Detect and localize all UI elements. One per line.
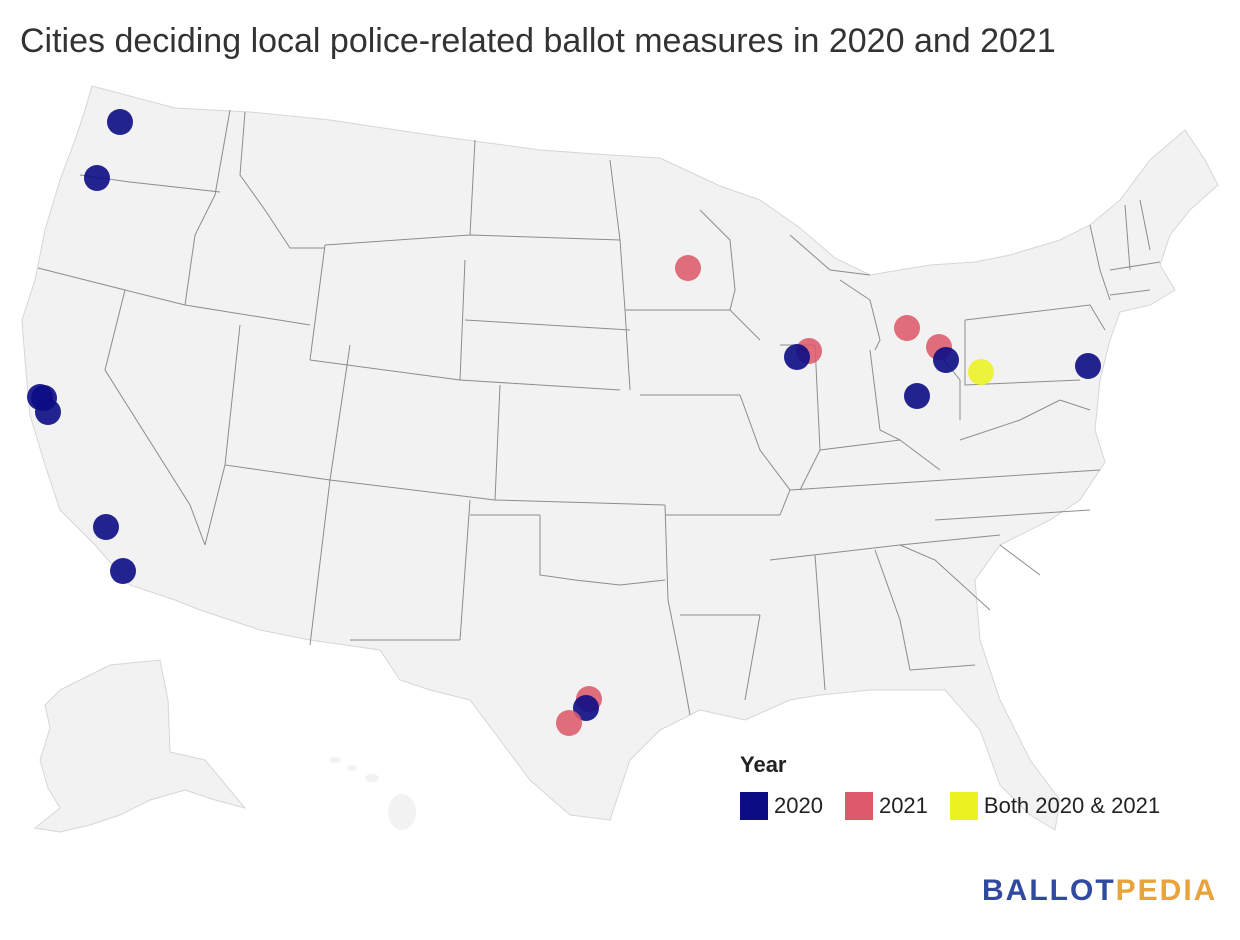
marker-mi-2021[interactable] xyxy=(894,315,920,341)
marker-ca-2020[interactable] xyxy=(93,514,119,540)
logo-part-ballot: BALLOT xyxy=(982,874,1116,907)
legend-swatch-both xyxy=(949,792,978,820)
marker-pa-both[interactable] xyxy=(968,359,994,385)
chart-title: Cities deciding local police-related bal… xyxy=(20,22,1056,60)
legend-items: 2020 2021 Both 2020 & 2021 xyxy=(740,792,1182,820)
hawaii-island xyxy=(347,765,357,771)
us-mainland-shape xyxy=(21,85,1219,831)
marker-tx-2021[interactable] xyxy=(556,710,582,736)
marker-pa-2020[interactable] xyxy=(1075,353,1101,379)
legend-item-2020: 2020 xyxy=(740,792,823,820)
legend-label-2021: 2021 xyxy=(878,793,928,818)
legend: Year 2020 2021 Both 2020 & 2021 xyxy=(740,752,1182,820)
land-layer xyxy=(21,85,1219,833)
marker-oh-2020[interactable] xyxy=(933,347,959,373)
marker-il-2020[interactable] xyxy=(784,344,810,370)
legend-item-2021: 2021 xyxy=(844,792,928,820)
marker-ca-2020[interactable] xyxy=(110,558,136,584)
marker-ca-2020[interactable] xyxy=(35,399,61,425)
state-borders xyxy=(37,109,1161,716)
legend-swatch-2020 xyxy=(740,792,768,820)
legend-swatch-2021 xyxy=(844,792,873,820)
ballotpedia-logo: BALLOTPEDIA xyxy=(982,874,1217,908)
marker-wa-2020[interactable] xyxy=(107,109,133,135)
hawaii-island xyxy=(329,757,341,763)
marker-tx-2020[interactable] xyxy=(573,695,599,721)
legend-label-2020: 2020 xyxy=(774,793,823,818)
legend-title: Year xyxy=(740,752,787,777)
marker-oh-2020[interactable] xyxy=(904,383,930,409)
markers-layer xyxy=(27,109,1101,736)
hawaii-island xyxy=(365,774,379,782)
alaska-shape xyxy=(33,659,247,833)
legend-label-both: Both 2020 & 2021 xyxy=(983,793,1161,818)
logo-part-pedia: PEDIA xyxy=(1115,874,1218,907)
marker-or-2020[interactable] xyxy=(84,165,110,191)
marker-mn-2021[interactable] xyxy=(675,255,701,281)
legend-item-both: Both 2020 & 2021 xyxy=(949,792,1161,820)
hawaii-island xyxy=(388,794,416,830)
